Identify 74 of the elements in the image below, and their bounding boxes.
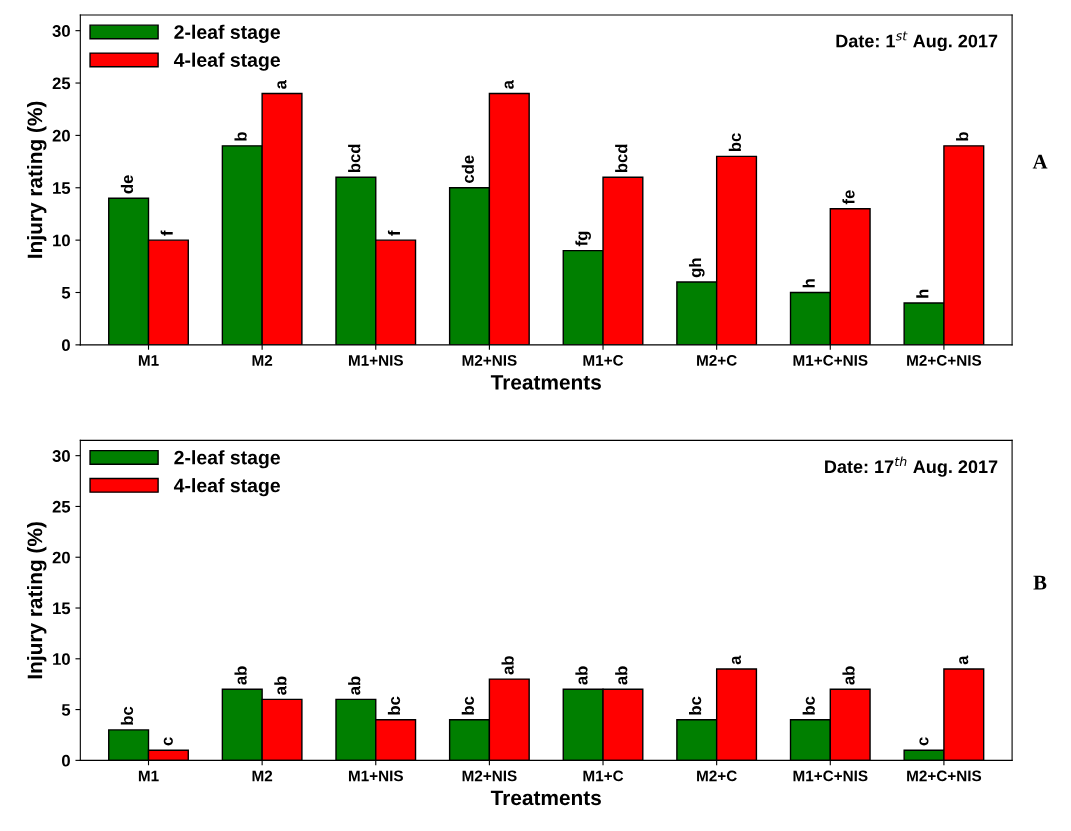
data-label: bcd [348,144,361,173]
data-label: a [504,79,514,89]
legend-label: 2-leaf stage [174,24,280,43]
legend-label: 4-leaf stage [173,52,280,71]
data-label: ab [575,666,588,685]
data-label: h [802,279,815,288]
x-tick-label: M1+NIS [348,770,403,782]
legend-label: 2-leaf stage [174,450,280,469]
data-label: ab [348,676,361,695]
x-tick-label: M2 [252,354,273,366]
data-label: fe [842,190,855,205]
data-label: ab [234,666,247,685]
data-label: h [916,289,929,298]
x-tick-label: M1 [138,770,159,782]
y-tick-label: 0 [61,754,70,767]
y-tick-label: 25 [52,500,71,513]
y-tick-label: 0 [61,339,70,352]
data-label: a [959,655,969,665]
data-label: fg [575,231,591,247]
x-tick-label: M2+C+NIS [907,770,982,782]
data-label: f [387,230,400,236]
data-label: ab [615,666,628,685]
x-tick-label: M2+C+NIS [907,354,982,366]
data-label: ab [842,666,855,685]
legend-label: 4-leaf stage [173,478,280,497]
data-label: ab [501,656,514,675]
x-tick-label: M1+C+NIS [793,770,868,782]
annotation: Date: 17$^{th}$ Aug. 2017 [825,456,998,477]
x-tick-label: M2+C [697,354,737,366]
data-label: bc [120,706,134,725]
data-label: bc [387,696,401,715]
data-label: b [956,132,969,141]
x-tick-label: M2 [252,770,273,782]
y-tick-label: 25 [52,77,71,90]
data-label: c [163,737,173,746]
text: A [1032,154,1048,169]
x-tick-label: M1+C [583,770,624,782]
text: B [1033,575,1047,590]
data-label: bc [802,696,815,715]
data-label: a [277,79,287,89]
data-label: f [160,230,173,236]
x-axis-title: Treatments [490,790,601,806]
x-tick-label: M2+C [697,770,737,782]
data-label: bc [461,696,474,715]
x-tick-label: M1+C+NIS [793,354,868,366]
y-axis-title: Injury rating (%) [27,101,47,258]
data-label: ab [274,676,287,695]
x-tick-label: M1+C [583,354,624,366]
x-tick-label: M2+NIS [462,354,517,366]
y-tick-label: 10 [53,234,70,247]
y-tick-label: 15 [53,602,71,615]
data-label: c [919,737,929,746]
y-tick-label: 5 [61,287,71,299]
x-tick-label: M1+NIS [348,354,403,366]
data-label: bcd [615,144,628,173]
data-label: gh [688,258,705,278]
x-axis-title: Treatments [490,375,601,390]
y-tick-label: 20 [52,551,70,564]
x-tick-label: M2+NIS [462,770,517,782]
data-label: cde [461,155,474,183]
y-tick-label: 15 [53,182,71,194]
data-label: bc [689,696,702,715]
y-tick-label: 30 [52,25,70,37]
data-label: de [120,175,134,194]
x-tick-label: M1 [138,355,159,366]
data-label: b [234,132,247,141]
y-tick-label: 20 [52,129,70,142]
y-tick-label: 5 [61,704,71,716]
data-label: bc [728,133,742,152]
annotation: Date: 1$^{st}$ Aug. 2017 [836,31,998,52]
y-tick-label: 10 [53,653,70,665]
data-label: a [731,655,742,665]
y-axis-title: Injury rating (%) [27,522,47,679]
y-tick-label: 30 [52,450,70,462]
